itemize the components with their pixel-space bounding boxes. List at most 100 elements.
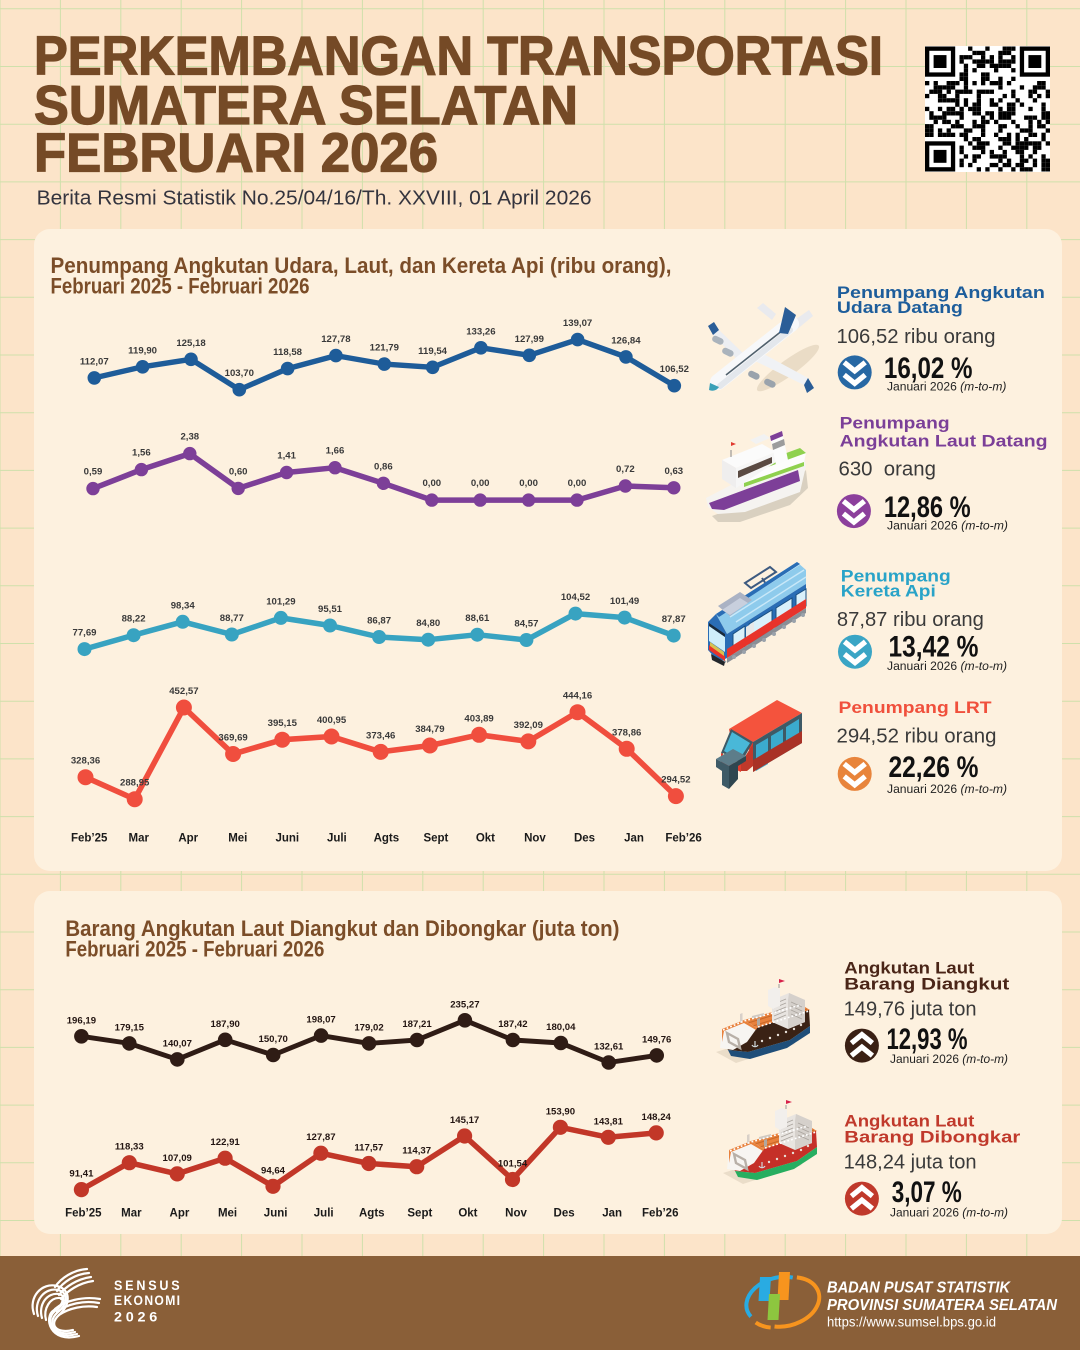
svg-text:Berita Resmi Statistik No.25/0: Berita Resmi Statistik No.25/04/16/Th. X… (37, 188, 592, 210)
svg-text:187,21: 187,21 (402, 1019, 432, 1030)
svg-text:EKONOMI: EKONOMI (114, 1293, 181, 1308)
svg-text:Okt: Okt (476, 833, 495, 845)
svg-text:Udara Datang: Udara Datang (837, 299, 963, 317)
svg-text:107,09: 107,09 (163, 1153, 192, 1164)
svg-text:148,24: 148,24 (642, 1112, 672, 1123)
svg-text:373,46: 373,46 (366, 730, 395, 741)
svg-text:Jan: Jan (624, 833, 644, 845)
svg-text:140,07: 140,07 (163, 1038, 192, 1049)
svg-text:400,95: 400,95 (317, 715, 347, 726)
svg-text:153,90: 153,90 (546, 1106, 575, 1117)
svg-text:Des: Des (574, 833, 595, 845)
svg-text:0,63: 0,63 (664, 466, 683, 477)
svg-text:Apr: Apr (170, 1207, 190, 1219)
svg-text:SENSUS: SENSUS (114, 1278, 183, 1293)
svg-text:1,66: 1,66 (326, 446, 345, 457)
svg-text:118,58: 118,58 (273, 347, 302, 358)
svg-text:112,07: 112,07 (80, 356, 109, 367)
svg-text:122,91: 122,91 (210, 1137, 240, 1148)
svg-text:101,29: 101,29 (266, 596, 295, 607)
svg-text:88,22: 88,22 (122, 614, 146, 625)
svg-text:Januari 2026 (m-to-m): Januari 2026 (m-to-m) (890, 1205, 1008, 1219)
svg-text:Januari 2026 (m-to-m): Januari 2026 (m-to-m) (887, 782, 1007, 796)
svg-text:1,41: 1,41 (277, 451, 296, 462)
svg-text:Juli: Juli (327, 833, 347, 845)
svg-text:FEBRUARI 2026: FEBRUARI 2026 (34, 122, 438, 184)
svg-text:117,57: 117,57 (354, 1143, 383, 1154)
svg-text:133,26: 133,26 (466, 326, 495, 337)
svg-text:Mei: Mei (218, 1207, 237, 1219)
svg-text:Penumpang Angkutan: Penumpang Angkutan (837, 284, 1045, 302)
svg-text:119,54: 119,54 (418, 346, 447, 357)
svg-text:Des: Des (554, 1207, 575, 1219)
svg-text:127,87: 127,87 (306, 1132, 335, 1143)
svg-text:Kereta Api: Kereta Api (841, 583, 936, 601)
svg-text:126,84: 126,84 (611, 335, 641, 346)
svg-text:125,18: 125,18 (176, 338, 206, 349)
svg-text:0,00: 0,00 (568, 478, 587, 489)
svg-text:0,00: 0,00 (422, 478, 441, 489)
svg-text:Juli: Juli (314, 1207, 334, 1219)
svg-text:Juni: Juni (275, 833, 299, 845)
svg-text:Barang Dibongkar: Barang Dibongkar (844, 1128, 1021, 1146)
svg-text:3,07 %: 3,07 % (892, 1176, 962, 1209)
svg-text:12,93 %: 12,93 % (887, 1023, 968, 1056)
svg-text:Penumpang Angkutan Udara, Laut: Penumpang Angkutan Udara, Laut, dan Kere… (51, 253, 672, 278)
svg-text:294,52 ribu orang: 294,52 ribu orang (837, 725, 997, 747)
svg-text:0,59: 0,59 (84, 467, 103, 478)
svg-text:139,07: 139,07 (563, 318, 592, 329)
svg-text:294,52: 294,52 (661, 775, 690, 786)
svg-text:118,33: 118,33 (115, 1142, 144, 1153)
svg-text:1,56: 1,56 (132, 448, 151, 459)
svg-text:84,57: 84,57 (514, 619, 538, 630)
svg-text:143,81: 143,81 (594, 1116, 624, 1127)
svg-text:114,37: 114,37 (402, 1146, 431, 1157)
svg-text:12,86 %: 12,86 % (884, 491, 971, 524)
svg-text:395,15: 395,15 (268, 718, 298, 729)
svg-text:Feb’26: Feb’26 (642, 1207, 678, 1219)
svg-text:630 orang: 630 orang (839, 459, 936, 481)
svg-text:Mei: Mei (228, 833, 247, 845)
svg-text:87,87 ribu orang: 87,87 ribu orang (837, 609, 984, 631)
svg-text:Okt: Okt (458, 1207, 477, 1219)
svg-text:288,95: 288,95 (120, 778, 150, 789)
svg-text:179,02: 179,02 (354, 1022, 383, 1033)
svg-text:378,86: 378,86 (612, 727, 641, 738)
svg-text:PROVINSI SUMATERA SELATAN: PROVINSI SUMATERA SELATAN (827, 1297, 1058, 1314)
svg-text:Feb’25: Feb’25 (71, 833, 108, 845)
svg-text:Februari 2025 - Februari 2026: Februari 2025 - Februari 2026 (65, 937, 324, 962)
svg-text:86,87: 86,87 (367, 616, 391, 627)
svg-text:SUMATERA SELATAN: SUMATERA SELATAN (34, 74, 578, 136)
svg-text:Sept: Sept (423, 833, 448, 845)
svg-text:2,38: 2,38 (180, 432, 199, 443)
svg-text:180,04: 180,04 (546, 1022, 576, 1033)
svg-text:94,64: 94,64 (261, 1165, 286, 1176)
svg-text:Penumpang LRT: Penumpang LRT (839, 699, 992, 717)
svg-text:0,72: 0,72 (616, 464, 635, 475)
svg-text:127,78: 127,78 (321, 334, 351, 345)
svg-text:104,52: 104,52 (561, 592, 590, 603)
svg-text:384,79: 384,79 (415, 724, 444, 735)
svg-text:106,52: 106,52 (660, 364, 689, 375)
svg-text:Angkutan Laut: Angkutan Laut (844, 1113, 975, 1131)
svg-text:2026: 2026 (114, 1310, 161, 1325)
svg-text:16,02 %: 16,02 % (884, 352, 973, 385)
svg-text:106,52 ribu orang: 106,52 ribu orang (837, 326, 996, 348)
svg-text:Barang Diangkut: Barang Diangkut (844, 975, 1010, 993)
svg-text:Januari 2026 (m-to-m): Januari 2026 (m-to-m) (887, 659, 1007, 673)
svg-text:Januari 2026 (m-to-m): Januari 2026 (m-to-m) (890, 1052, 1008, 1066)
svg-text:98,34: 98,34 (171, 600, 196, 611)
svg-text:Januari 2026 (m-to-m): Januari 2026 (m-to-m) (887, 380, 1006, 394)
svg-text:Sept: Sept (407, 1207, 432, 1219)
svg-text:0,00: 0,00 (519, 478, 538, 489)
svg-text:77,69: 77,69 (72, 628, 96, 639)
svg-text:13,42 %: 13,42 % (889, 631, 979, 664)
svg-text:Januari 2026 (m-to-m): Januari 2026 (m-to-m) (887, 519, 1008, 533)
svg-text:Feb’25: Feb’25 (65, 1207, 102, 1219)
svg-text:119,90: 119,90 (128, 345, 157, 356)
svg-text:Agts: Agts (374, 833, 400, 845)
svg-text:149,76 juta ton: 149,76 juta ton (844, 999, 977, 1021)
svg-text:Mar: Mar (121, 1207, 142, 1219)
svg-text:91,41: 91,41 (69, 1169, 94, 1180)
svg-text:149,76: 149,76 (642, 1034, 671, 1045)
